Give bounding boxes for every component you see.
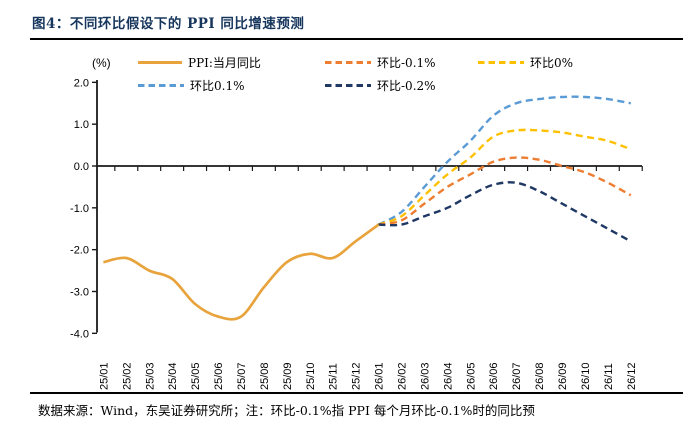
legend-item: 环比0% bbox=[478, 54, 648, 71]
legend-item: 环比0.1% bbox=[138, 77, 325, 94]
y-axis-tick-label: 0.0 bbox=[74, 161, 89, 173]
legend-item-label: 环比0% bbox=[530, 56, 574, 70]
x-axis-tick-label: 25/04 bbox=[167, 362, 179, 390]
source-note: 数据来源：Wind，东吴证券研究所；注：环比-0.1%指 PPI 每个月环比-0… bbox=[38, 403, 535, 418]
legend-item: PPI:当月同比 bbox=[138, 54, 325, 71]
series-line-3 bbox=[378, 128, 632, 226]
legend-item-label: 环比-0.2% bbox=[377, 79, 436, 93]
x-axis-tick-label: 25/03 bbox=[144, 362, 156, 390]
legend-item: 环比-0.2% bbox=[325, 77, 478, 94]
x-axis-tick-label: 25/07 bbox=[236, 362, 248, 390]
x-axis-tick-label: 25/06 bbox=[213, 362, 225, 390]
x-axis-tick-label: 26/02 bbox=[396, 362, 408, 390]
x-axis-tick-label: 26/05 bbox=[465, 362, 477, 390]
x-axis-tick-label: 25/02 bbox=[121, 362, 133, 390]
x-axis-tick-label: 26/04 bbox=[442, 362, 454, 390]
y-axis-tick-label: -2.0 bbox=[70, 245, 89, 257]
y-axis-tick-label: 1.0 bbox=[74, 119, 89, 131]
legend-dashed-line-sample bbox=[478, 61, 524, 64]
footer-rule bbox=[30, 392, 683, 395]
series-line-4 bbox=[377, 95, 632, 226]
x-axis-tick-label: 25/08 bbox=[259, 362, 271, 390]
legend-dashed-line-sample bbox=[138, 84, 184, 87]
legend-row: PPI:当月同比 环比-0.1% 环比0% bbox=[138, 51, 648, 74]
legend-item-label: 环比0.1% bbox=[190, 79, 245, 93]
x-axis-tick-label: 25/09 bbox=[282, 362, 294, 390]
legend-dashed-line-sample bbox=[325, 84, 371, 87]
legend-solid-line-sample bbox=[138, 60, 182, 65]
x-axis-tick-label: 26/09 bbox=[557, 362, 569, 390]
y-axis-tick-label: 2.0 bbox=[74, 77, 89, 89]
x-axis-tick-label: 25/12 bbox=[351, 362, 363, 390]
x-axis-tick-label: 26/11 bbox=[603, 363, 615, 390]
legend-dashed-line-sample bbox=[325, 61, 371, 64]
legend-item: 环比-0.1% bbox=[325, 54, 478, 71]
x-axis-tick-label: 25/10 bbox=[305, 362, 317, 390]
x-axis-tick-label: 26/06 bbox=[488, 362, 500, 390]
legend-item-label: PPI:当月同比 bbox=[188, 56, 261, 70]
x-axis-tick-label: 26/01 bbox=[374, 362, 386, 390]
series-line-5 bbox=[378, 181, 632, 243]
y-axis-tick-label: -4.0 bbox=[70, 328, 89, 340]
header-rule bbox=[30, 38, 683, 41]
x-axis-tick-label: 26/08 bbox=[534, 362, 546, 390]
figure-title: 图4：不同环比假设下的 PPI 同比增速预测 bbox=[32, 16, 305, 32]
y-axis-tick-label: -1.0 bbox=[70, 203, 89, 215]
x-axis-tick-label: 26/03 bbox=[419, 362, 431, 390]
y-axis-tick-label: -3.0 bbox=[70, 286, 89, 298]
y-axis-unit-label: (%) bbox=[92, 56, 111, 70]
x-axis-tick-label: 25/05 bbox=[190, 362, 202, 390]
x-axis-tick-label: 26/12 bbox=[626, 362, 638, 390]
legend-item-label: 环比-0.1% bbox=[377, 56, 436, 70]
series-line-1 bbox=[103, 223, 380, 321]
series-line-2 bbox=[378, 156, 632, 226]
chart-legend: PPI:当月同比 环比-0.1% 环比0% 环比0.1% 环比-0.2% bbox=[138, 51, 648, 97]
x-axis-tick-label: 25/11 bbox=[328, 363, 340, 390]
legend-row: 环比0.1% 环比-0.2% bbox=[138, 74, 648, 97]
x-axis-tick-label: 26/07 bbox=[511, 362, 523, 390]
x-axis-tick-label: 25/01 bbox=[98, 362, 110, 390]
x-axis-tick-label: 26/10 bbox=[580, 362, 592, 390]
